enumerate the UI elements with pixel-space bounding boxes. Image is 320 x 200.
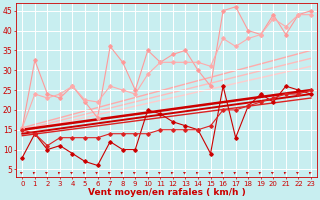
X-axis label: Vent moyen/en rafales ( km/h ): Vent moyen/en rafales ( km/h ) [88,188,245,197]
